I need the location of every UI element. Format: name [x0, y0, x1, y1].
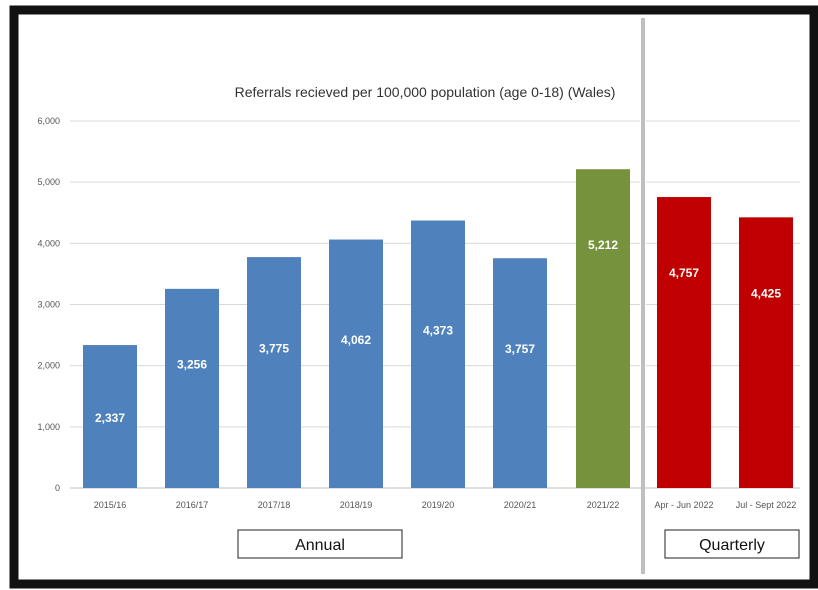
y-tick-label: 5,000 [37, 177, 60, 187]
x-tick-label: 2015/16 [94, 500, 127, 510]
y-tick-label: 2,000 [37, 361, 60, 371]
x-tick-label: 2021/22 [587, 500, 620, 510]
group-label: Quarterly [699, 537, 765, 554]
bar [576, 169, 630, 488]
bar [165, 288, 219, 488]
bar [411, 220, 465, 488]
x-tick-label: Apr - Jun 2022 [654, 500, 713, 510]
data-label: 2,337 [95, 411, 125, 425]
data-label: 5,212 [588, 238, 618, 252]
y-tick-label: 1,000 [37, 422, 60, 432]
data-label: 4,757 [669, 266, 699, 280]
data-label: 4,425 [751, 286, 781, 300]
x-tick-label: 2017/18 [258, 500, 291, 510]
data-label: 4,062 [341, 333, 371, 347]
group-label-box [664, 529, 800, 559]
x-tick-label: 2020/21 [504, 500, 537, 510]
y-tick-label: 0 [55, 483, 60, 493]
y-axis-ticks: 0 1,000 2,000 3,000 4,000 5,000 6,000 [37, 116, 60, 493]
group-label: Annual [295, 537, 345, 554]
x-tick-label: 2016/17 [176, 500, 209, 510]
bar [83, 345, 137, 488]
y-tick-label: 6,000 [37, 116, 60, 126]
y-tick-label: 4,000 [37, 238, 60, 248]
data-labels: 2,337 3,256 3,775 4,062 4,373 3,757 5,212 4,757… [95, 238, 781, 425]
bar [493, 258, 547, 488]
data-label: 4,373 [423, 323, 453, 337]
bar [657, 197, 711, 489]
bar [329, 239, 383, 488]
data-label: 3,256 [177, 357, 207, 371]
group-labels: Annual Quarterly [237, 529, 800, 559]
x-tick-label: Jul - Sept 2022 [736, 500, 797, 510]
y-tick-label: 3,000 [37, 300, 60, 310]
x-tick-label: 2018/19 [340, 500, 373, 510]
data-label: 3,757 [505, 342, 535, 356]
data-label: 3,775 [259, 342, 289, 356]
group-label-box [237, 529, 403, 559]
bar [247, 257, 301, 488]
bars [83, 169, 793, 489]
bar [739, 217, 793, 488]
x-axis-ticks: 2015/16 2016/17 2017/18 2018/19 2019/20 2020/… [94, 500, 797, 510]
x-tick-label: 2019/20 [422, 500, 455, 510]
chart-title: Referrals recieved per 100,000 populatio… [235, 84, 616, 100]
